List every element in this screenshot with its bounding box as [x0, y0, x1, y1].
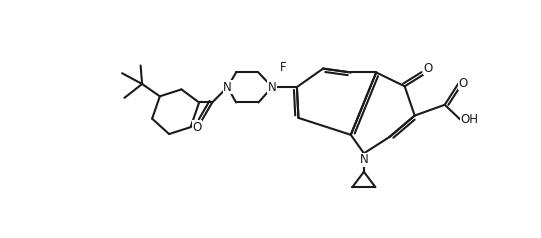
Text: N: N — [268, 81, 276, 94]
Text: O: O — [423, 62, 432, 75]
Text: F: F — [280, 60, 286, 74]
Text: N: N — [360, 153, 368, 166]
Text: N: N — [223, 81, 232, 94]
Text: O: O — [459, 77, 468, 90]
Text: O: O — [192, 121, 201, 134]
Text: OH: OH — [460, 113, 478, 126]
